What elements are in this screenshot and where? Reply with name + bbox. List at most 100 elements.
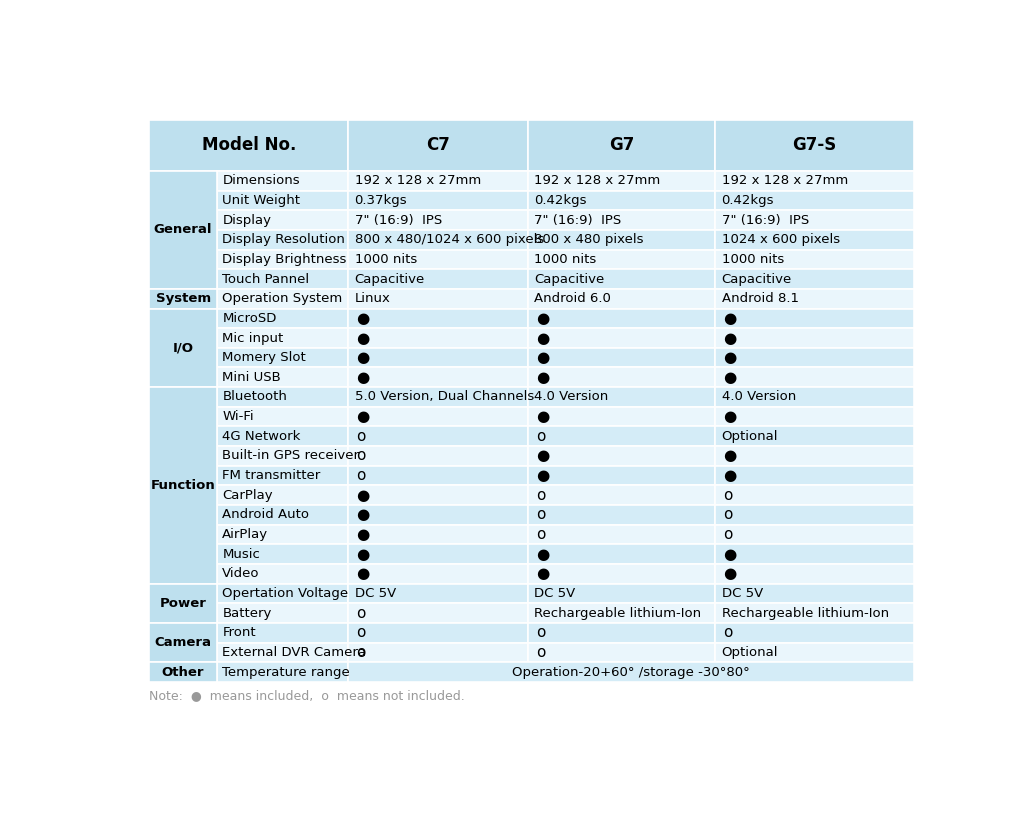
Bar	[149, 171, 216, 289]
Text: 5.0 Version, Dual Channels: 5.0 Version, Dual Channels	[355, 391, 534, 404]
Bar	[528, 446, 715, 466]
Bar	[348, 446, 528, 466]
Bar	[216, 545, 348, 564]
Bar	[216, 171, 348, 190]
Text: C7: C7	[426, 136, 450, 155]
Bar	[528, 328, 715, 348]
Bar	[348, 309, 528, 328]
Bar	[348, 564, 528, 584]
Bar	[528, 603, 715, 623]
Bar	[348, 348, 528, 367]
Text: 4.0 Version: 4.0 Version	[534, 391, 609, 404]
Bar	[528, 269, 715, 289]
Text: 7" (16:9)  IPS: 7" (16:9) IPS	[721, 213, 808, 226]
Bar	[216, 289, 348, 309]
Text: Display Resolution: Display Resolution	[223, 234, 346, 247]
Text: Mic input: Mic input	[223, 331, 284, 344]
Bar	[715, 564, 914, 584]
Text: Bluetooth: Bluetooth	[223, 391, 287, 404]
Text: Temperature range: Temperature range	[223, 666, 350, 679]
Bar	[348, 367, 528, 387]
Bar	[528, 387, 715, 407]
Text: Android 6.0: Android 6.0	[534, 292, 611, 305]
Text: Capacitive: Capacitive	[534, 273, 604, 286]
Text: o: o	[356, 645, 365, 660]
Text: o: o	[723, 507, 733, 523]
Bar	[715, 250, 914, 269]
Bar	[528, 623, 715, 642]
Bar	[216, 309, 348, 328]
Text: Mini USB: Mini USB	[223, 371, 282, 384]
Bar	[348, 584, 528, 603]
Text: 7" (16:9)  IPS: 7" (16:9) IPS	[534, 213, 621, 226]
Text: Capacitive: Capacitive	[355, 273, 424, 286]
Bar	[528, 348, 715, 367]
Bar	[528, 230, 715, 250]
Bar	[149, 289, 216, 309]
Bar	[528, 250, 715, 269]
Bar	[348, 427, 528, 446]
Bar	[216, 603, 348, 623]
Text: Unit Weight: Unit Weight	[223, 194, 300, 207]
Bar	[216, 210, 348, 230]
Text: o: o	[536, 527, 545, 542]
Text: Built-in GPS receiver: Built-in GPS receiver	[223, 449, 359, 462]
Bar	[348, 171, 528, 190]
Text: Other: Other	[161, 666, 204, 679]
Text: 1000 nits: 1000 nits	[721, 253, 783, 266]
Bar	[216, 387, 348, 407]
Text: Optional: Optional	[721, 646, 778, 659]
Bar	[348, 466, 528, 485]
Text: ●: ●	[536, 449, 550, 463]
Bar	[528, 642, 715, 663]
Text: ●: ●	[723, 370, 736, 385]
Text: General: General	[154, 224, 212, 236]
Text: Android Auto: Android Auto	[223, 508, 309, 521]
Bar	[348, 210, 528, 230]
Text: DC 5V: DC 5V	[721, 587, 763, 600]
Bar	[715, 545, 914, 564]
Text: o: o	[536, 645, 545, 660]
Text: 4G Network: 4G Network	[223, 430, 301, 443]
Bar	[715, 230, 914, 250]
Text: Android 8.1: Android 8.1	[721, 292, 799, 305]
Bar	[528, 120, 715, 171]
Text: ●: ●	[536, 409, 550, 424]
Text: ●: ●	[536, 547, 550, 562]
Bar	[348, 269, 528, 289]
Bar	[715, 446, 914, 466]
Text: Operation-20+60° /storage -30°80°: Operation-20+60° /storage -30°80°	[512, 666, 750, 679]
Bar	[715, 466, 914, 485]
Bar	[149, 387, 216, 584]
Text: o: o	[356, 429, 365, 444]
Bar	[216, 250, 348, 269]
Bar	[348, 387, 528, 407]
Bar	[715, 427, 914, 446]
Text: MicroSD: MicroSD	[223, 312, 276, 325]
Bar	[528, 190, 715, 210]
Text: o: o	[536, 488, 545, 503]
Text: o: o	[356, 625, 365, 641]
Bar	[715, 407, 914, 427]
Text: 4.0 Version: 4.0 Version	[721, 391, 796, 404]
Text: Note:  ●  means included,  o  means not included.: Note: ● means included, o means not incl…	[149, 689, 465, 702]
Text: DC 5V: DC 5V	[355, 587, 395, 600]
Bar	[216, 663, 348, 682]
Text: ●: ●	[356, 507, 369, 523]
Text: AirPlay: AirPlay	[223, 528, 268, 541]
Text: ●: ●	[356, 409, 369, 424]
Bar	[348, 190, 528, 210]
Text: ●: ●	[723, 567, 736, 581]
Bar	[216, 564, 348, 584]
Text: System: System	[155, 292, 211, 305]
Text: Function: Function	[151, 479, 215, 492]
Bar	[216, 367, 348, 387]
Text: DC 5V: DC 5V	[534, 587, 575, 600]
Text: ●: ●	[723, 468, 736, 483]
Text: Power: Power	[159, 597, 207, 610]
Bar	[348, 623, 528, 642]
Bar	[149, 309, 216, 387]
Text: Rechargeable lithium-Ion: Rechargeable lithium-Ion	[721, 606, 889, 619]
Text: ●: ●	[723, 547, 736, 562]
Bar	[528, 525, 715, 545]
